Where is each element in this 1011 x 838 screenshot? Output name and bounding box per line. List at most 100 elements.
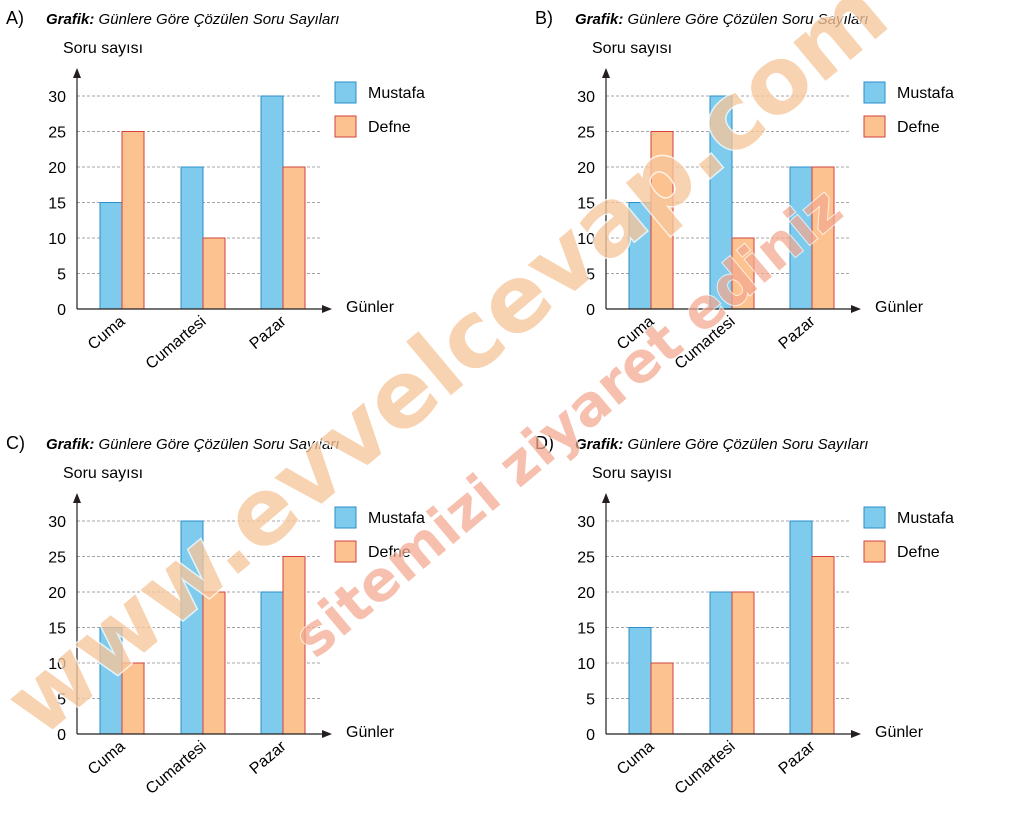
option-letter: A) xyxy=(6,8,24,28)
y-tick-label: 15 xyxy=(577,621,595,638)
legend-swatch-defne xyxy=(334,115,357,138)
bar-defne-cuma xyxy=(121,662,145,735)
chart-title: Grafik: Günlere Göre Çözülen Soru Sayıla… xyxy=(575,436,868,453)
y-tick-label: 0 xyxy=(586,302,595,319)
y-tick-label: 15 xyxy=(48,621,66,638)
option-letter: B) xyxy=(535,8,553,28)
y-tick-label: 25 xyxy=(48,550,66,567)
bar-defne-pazar xyxy=(811,166,835,310)
y-tick-label: 0 xyxy=(57,727,66,744)
chart-panel-d: D) Grafik: Günlere Göre Çözülen Soru Sayı… xyxy=(529,425,1011,838)
y-axis-label: Soru sayısı xyxy=(63,465,143,482)
y-tick-label: 30 xyxy=(577,514,595,531)
x-tick-label: Cumartesi xyxy=(672,313,739,373)
y-tick-label: 5 xyxy=(57,267,66,284)
bar-mustafa-pazar xyxy=(260,591,284,735)
bar-defne-cuma xyxy=(121,131,145,310)
x-tick-label: Pazar xyxy=(776,313,819,353)
chart-svg: D) Grafik: Günlere Göre Çözülen Soru Sayı… xyxy=(535,433,954,798)
bar-mustafa-cuma xyxy=(99,202,123,310)
y-tick-label: 15 xyxy=(48,196,66,213)
y-tick-label: 10 xyxy=(577,656,595,673)
legend-swatch-mustafa xyxy=(334,506,357,529)
legend-label-mustafa: Mustafa xyxy=(897,85,954,102)
y-tick-label: 30 xyxy=(48,89,66,106)
legend-label-mustafa: Mustafa xyxy=(368,510,425,527)
chart-title-text: Günlere Göre Çözülen Soru Sayıları xyxy=(94,436,339,453)
y-axis-arrow xyxy=(602,68,610,78)
y-tick-label: 30 xyxy=(577,89,595,106)
chart-panel-b: B) Grafik: Günlere Göre Çözülen Soru Sayı… xyxy=(529,0,1011,413)
y-tick-label: 25 xyxy=(577,550,595,567)
y-tick-label: 20 xyxy=(48,585,66,602)
y-axis-label: Soru sayısı xyxy=(592,40,672,57)
bar-mustafa-cumartesi xyxy=(180,166,204,310)
bar-mustafa-cuma xyxy=(99,627,123,735)
chart-title-bold: Grafik: xyxy=(575,436,623,453)
bar-mustafa-pazar xyxy=(789,166,813,310)
y-tick-label: 0 xyxy=(57,302,66,319)
x-tick-label: Cuma xyxy=(85,738,129,779)
bar-mustafa-cumartesi xyxy=(709,591,733,735)
x-tick-label: Cuma xyxy=(85,313,129,354)
legend-label-defne: Defne xyxy=(897,119,940,136)
y-axis-arrow xyxy=(73,493,81,503)
chart-svg: C) Grafik: Günlere Göre Çözülen Soru Sayı… xyxy=(6,433,425,798)
chart-title: Grafik: Günlere Göre Çözülen Soru Sayıla… xyxy=(575,11,868,28)
chart-panel-c: C) Grafik: Günlere Göre Çözülen Soru Sayı… xyxy=(0,425,505,838)
bar-mustafa-cumartesi xyxy=(180,520,204,735)
legend-label-defne: Defne xyxy=(897,544,940,561)
x-axis-label: Günler xyxy=(346,724,395,741)
y-tick-label: 15 xyxy=(577,196,595,213)
x-tick-label: Pazar xyxy=(776,738,819,778)
y-axis-arrow xyxy=(602,493,610,503)
chart-title-bold: Grafik: xyxy=(46,11,94,28)
x-axis-label: Günler xyxy=(875,724,924,741)
legend-label-defne: Defne xyxy=(368,119,411,136)
x-tick-label: Cuma xyxy=(614,738,658,779)
bar-defne-pazar xyxy=(282,166,306,310)
chart-title-bold: Grafik: xyxy=(575,11,623,28)
x-axis-arrow xyxy=(322,305,332,313)
y-tick-label: 30 xyxy=(48,514,66,531)
y-axis-label: Soru sayısı xyxy=(592,465,672,482)
x-axis-arrow xyxy=(851,730,861,738)
bar-mustafa-cumartesi xyxy=(709,95,733,310)
x-axis-label: Günler xyxy=(346,299,395,316)
x-tick-label: Cumartesi xyxy=(143,738,210,798)
y-tick-label: 10 xyxy=(48,656,66,673)
bar-mustafa-cuma xyxy=(628,202,652,310)
option-letter: D) xyxy=(535,433,554,453)
bar-defne-cumartesi xyxy=(731,237,755,310)
legend-swatch-mustafa xyxy=(863,506,886,529)
x-tick-label: Cumartesi xyxy=(143,313,210,373)
y-axis-arrow xyxy=(73,68,81,78)
x-tick-label: Pazar xyxy=(247,738,290,778)
chart-svg: B) Grafik: Günlere Göre Çözülen Soru Sayı… xyxy=(535,8,954,373)
option-letter: C) xyxy=(6,433,25,453)
bar-defne-pazar xyxy=(811,556,835,735)
y-tick-label: 20 xyxy=(577,585,595,602)
chart-svg: A) Grafik: Günlere Göre Çözülen Soru Sayı… xyxy=(6,8,425,373)
bar-mustafa-pazar xyxy=(789,520,813,735)
chart-title-bold: Grafik: xyxy=(46,436,94,453)
y-tick-label: 25 xyxy=(577,125,595,142)
y-tick-label: 5 xyxy=(57,692,66,709)
y-tick-label: 20 xyxy=(48,160,66,177)
bar-defne-cumartesi xyxy=(731,591,755,735)
legend-swatch-mustafa xyxy=(863,81,886,104)
bar-defne-pazar xyxy=(282,556,306,735)
chart-title-text: Günlere Göre Çözülen Soru Sayıları xyxy=(623,436,868,453)
y-tick-label: 0 xyxy=(586,727,595,744)
y-axis-label: Soru sayısı xyxy=(63,40,143,57)
chart-title-text: Günlere Göre Çözülen Soru Sayıları xyxy=(94,11,339,28)
x-axis-arrow xyxy=(851,305,861,313)
y-tick-label: 10 xyxy=(577,231,595,248)
y-tick-label: 25 xyxy=(48,125,66,142)
bar-mustafa-cuma xyxy=(628,627,652,735)
x-tick-label: Cumartesi xyxy=(672,738,739,798)
legend-swatch-mustafa xyxy=(334,81,357,104)
x-tick-label: Pazar xyxy=(247,313,290,353)
chart-panel-a: A) Grafik: Günlere Göre Çözülen Soru Sayı… xyxy=(0,0,505,413)
legend-label-defne: Defne xyxy=(368,544,411,561)
